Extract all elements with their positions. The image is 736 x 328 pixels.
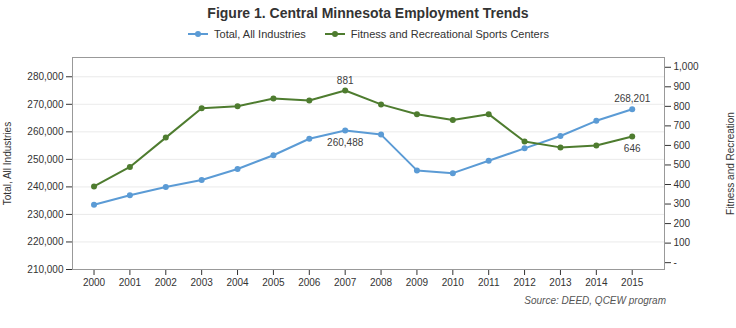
svg-text:268,201: 268,201: [614, 93, 651, 104]
svg-text:210,000: 210,000: [27, 264, 64, 275]
svg-text:260,488: 260,488: [327, 137, 364, 148]
svg-text:2008: 2008: [370, 277, 393, 288]
svg-text:100: 100: [674, 237, 691, 248]
svg-text:2001: 2001: [119, 277, 142, 288]
svg-text:700: 700: [674, 120, 691, 131]
svg-text:300: 300: [674, 198, 691, 209]
svg-text:Total, All Industries: Total, All Industries: [2, 122, 13, 205]
svg-text:2004: 2004: [226, 277, 249, 288]
svg-text:2000: 2000: [83, 277, 106, 288]
svg-text:Fitness and Recreation: Fitness and Recreation: [725, 112, 736, 215]
svg-text:2013: 2013: [549, 277, 572, 288]
html-text:Total, All Industries: Total, All Industries: [214, 28, 306, 40]
svg-text:1,000: 1,000: [674, 61, 699, 72]
svg-text:-: -: [674, 257, 677, 268]
svg-text:500: 500: [674, 159, 691, 170]
svg-text:2007: 2007: [334, 277, 357, 288]
svg-text:400: 400: [674, 179, 691, 190]
svg-text:2002: 2002: [155, 277, 178, 288]
svg-text:240,000: 240,000: [27, 181, 64, 192]
svg-text:230,000: 230,000: [27, 209, 64, 220]
svg-text:900: 900: [674, 81, 691, 92]
svg-text:2010: 2010: [442, 277, 465, 288]
svg-text:646: 646: [624, 143, 641, 154]
svg-text:260,000: 260,000: [27, 126, 64, 137]
html-text:Fitness and Recreational Sport: Fitness and Recreational Sports Centers: [350, 28, 549, 40]
svg-text:270,000: 270,000: [27, 99, 64, 110]
svg-text:2015: 2015: [621, 277, 644, 288]
svg-text:2011: 2011: [478, 277, 500, 288]
svg-text:800: 800: [674, 101, 691, 112]
svg-text:2014: 2014: [585, 277, 608, 288]
svg-text:2003: 2003: [191, 277, 214, 288]
svg-text:881: 881: [337, 75, 354, 86]
svg-text:2005: 2005: [262, 277, 285, 288]
svg-text:2006: 2006: [298, 277, 321, 288]
svg-text:2009: 2009: [406, 277, 429, 288]
svg-text:280,000: 280,000: [27, 71, 64, 82]
html-text:Source: DEED, QCEW program: Source: DEED, QCEW program: [524, 295, 666, 306]
svg-text:220,000: 220,000: [27, 236, 64, 247]
svg-text:200: 200: [674, 218, 691, 229]
svg-text:2012: 2012: [513, 277, 536, 288]
svg-text:250,000: 250,000: [27, 154, 64, 165]
svg-text:600: 600: [674, 140, 691, 151]
html-text:Figure 1. Central Minnesota Em: Figure 1. Central Minnesota Employment T…: [207, 5, 529, 21]
